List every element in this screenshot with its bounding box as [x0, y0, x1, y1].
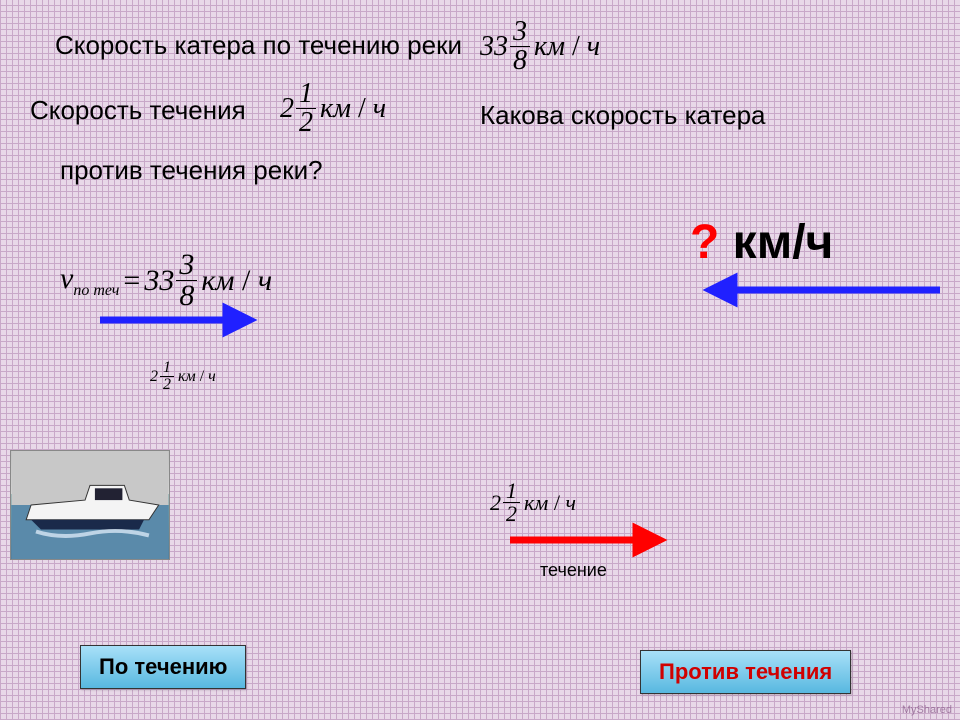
small-formula-2: 2 1 2 км / ч — [490, 480, 576, 525]
main-mixed: 33 3 8 — [144, 250, 197, 311]
question-mark: ? — [690, 216, 719, 269]
problem-line2-left: Скорость течения — [30, 95, 246, 126]
mixed-2-1-2: 2 1 2 — [280, 80, 316, 137]
boat-image — [10, 450, 170, 560]
answer-text: ? км/ч — [690, 215, 833, 270]
line2-right-text: Какова скорость катера — [480, 100, 766, 130]
problem-line3: против течения реки? — [60, 155, 323, 186]
upstream-button[interactable]: Против течения — [640, 650, 851, 694]
mixed-33-3-8: 33 3 8 — [480, 18, 530, 75]
watermark: MyShared — [902, 704, 952, 716]
main-formula: vпо теч = 33 3 8 км / ч — [60, 250, 272, 311]
line3-text: против течения реки? — [60, 155, 323, 185]
var-v: vпо теч — [60, 262, 119, 300]
current-speed-formula: 2 1 2 км / ч — [280, 80, 386, 137]
problem-line2-right: Какова скорость катера — [480, 100, 766, 131]
downstream-speed-formula: 33 3 8 км / ч — [480, 18, 600, 75]
line2-left-text: Скорость течения — [30, 95, 246, 125]
problem-line1: Скорость катера по течению реки — [55, 30, 462, 61]
downstream-button[interactable]: По течению — [80, 645, 246, 689]
small-formula-1: 2 1 2 км / ч — [150, 360, 216, 393]
line1-text: Скорость катера по течению реки — [55, 30, 462, 60]
current-label: течение — [540, 560, 607, 581]
